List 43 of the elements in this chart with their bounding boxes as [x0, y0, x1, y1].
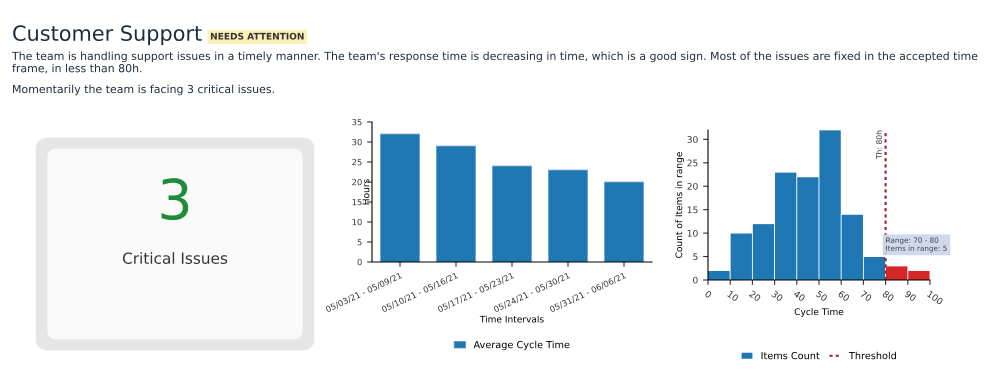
y-tick-label: 5: [693, 253, 698, 260]
bar: [548, 170, 588, 262]
y-tick-label: 10: [688, 230, 698, 237]
y-tick-label: 30: [352, 138, 362, 146]
y-tick-label: 25: [352, 158, 362, 166]
y-tick-label: 25: [687, 160, 698, 166]
y-tick-label: 15: [352, 199, 362, 206]
y-tick-label: 35: [352, 118, 362, 126]
x-tick-label: 50: [816, 290, 828, 302]
bar: [436, 146, 476, 262]
bar: [380, 134, 420, 262]
y-tick-label: 15: [688, 206, 698, 214]
y-axis-title: Hours: [362, 179, 370, 204]
data-label: 3: [162, 178, 188, 220]
y-axis-title: Count of Items in range: [675, 152, 684, 258]
text: Customer Support: [13, 25, 202, 46]
x-tick-label: 10: [727, 290, 740, 302]
x-tick-label: 90: [904, 290, 917, 302]
legend-label: Items Count: [762, 352, 820, 360]
x-axis-title: Time Intervals: [480, 316, 544, 323]
y-tick-label: 20: [352, 178, 362, 186]
x-tick-label: 30: [771, 290, 784, 302]
y-tick-label: 30: [687, 136, 698, 143]
x-axis-title: Cycle Time: [794, 308, 844, 317]
x-tick-label: 60: [838, 290, 850, 302]
text: NEEDS ATTENTION: [210, 32, 304, 40]
text: The team is handling support issues in a timely manner. The team's response time is decreasing in time, which is a good sign. Most of the issues are fixed in the accepted time frame, in less than 80h.: [12, 52, 978, 74]
y-tick-label: 5: [358, 239, 362, 246]
bar: [604, 182, 644, 262]
x-tick-label: 20: [748, 290, 762, 302]
x-tick-label: 80: [882, 290, 894, 302]
y-tick-label: 0: [358, 258, 362, 266]
x-tick-label: 100: [926, 290, 944, 305]
y-tick-label: 10: [352, 218, 362, 226]
category-label: Critical Issues: [122, 252, 228, 264]
bar: [492, 166, 532, 262]
x-tick-label: 70: [860, 290, 872, 302]
y-tick-label: 20: [687, 182, 698, 190]
legend-label: Threshold: [848, 352, 896, 360]
legend-label: Average Cycle Time: [474, 340, 570, 350]
x-tick-label: 40: [793, 290, 806, 302]
x-tick-label: 0: [704, 290, 712, 298]
text: Momentarily the team is facing 3 critical issues.: [13, 84, 274, 96]
